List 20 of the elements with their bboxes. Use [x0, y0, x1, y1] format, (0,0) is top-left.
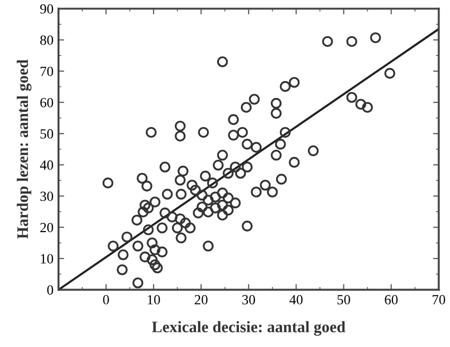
y-tick-label: 60	[40, 98, 54, 108]
y-tick-label: 0	[47, 285, 54, 295]
y-tick-label: 70	[40, 66, 54, 76]
x-axis-title: Lexicale decisie: aantal goed	[152, 321, 346, 336]
y-tick-label: 30	[40, 192, 54, 202]
x-tick-label: 70	[432, 295, 446, 304]
y-tick-label: 80	[40, 35, 54, 45]
x-tick-label: 20	[194, 295, 208, 304]
x-tick-label: 60	[384, 295, 398, 304]
x-tick-label: 50	[338, 295, 350, 304]
y-tick-label: 90	[40, 4, 54, 14]
y-tick-label: 40	[40, 160, 54, 170]
x-tick-label: 10	[148, 295, 160, 304]
x-tick-label: 40	[289, 295, 303, 304]
x-tick-label: 0	[103, 295, 109, 304]
x-tick-label: 30	[242, 295, 256, 304]
y-tick-label: 10	[40, 254, 54, 264]
y-tick-label: 20	[40, 222, 54, 232]
y-axis-title: Hardop lezen: aantal goed	[16, 60, 32, 239]
y-tick-label: 50	[40, 129, 54, 139]
